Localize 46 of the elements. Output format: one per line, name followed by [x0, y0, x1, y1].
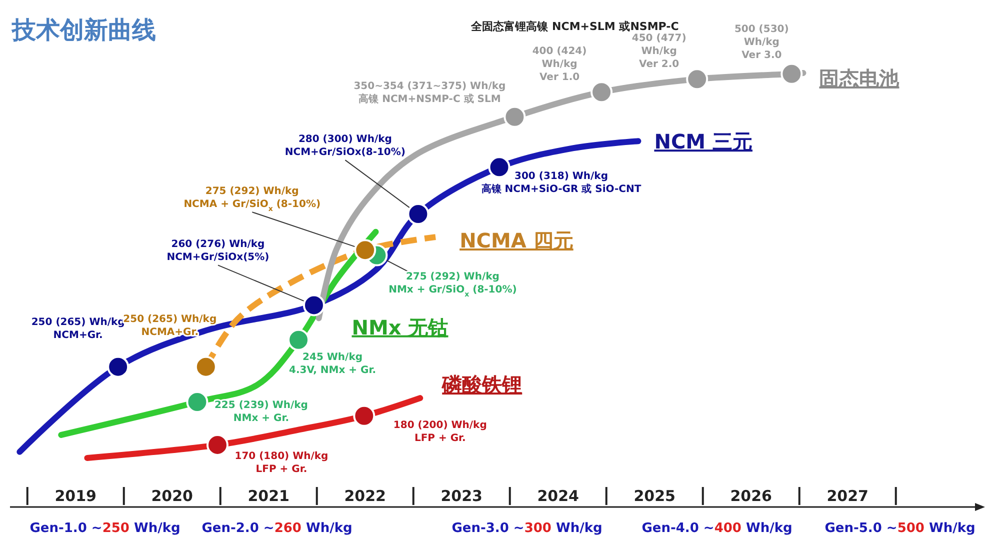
x-tick-label: 2025: [634, 487, 676, 505]
annotation: 450 (477) Wh/kg Ver 2.0: [632, 33, 686, 70]
annotation: 225 (239) Wh/kg NMx + Gr.: [214, 400, 308, 424]
x-tick-label: 2024: [537, 487, 579, 505]
series-label: NMx 无钴: [352, 315, 448, 340]
series-label: NCM 三元: [654, 130, 752, 154]
annotation: 300 (318) Wh/kg 高镍 NCM+SiO-GR 或 SiO-CNT: [481, 171, 642, 196]
x-tick-label: 2022: [344, 487, 386, 505]
annotation: 275 (292) Wh/kg NCMA + Gr/SiO$_{x}$ (8-10%): [184, 186, 321, 214]
point: [686, 68, 708, 90]
point: [353, 404, 376, 427]
point: [504, 106, 526, 128]
point: [194, 356, 217, 378]
x-tick-label: 2021: [248, 487, 290, 505]
x-tick-label: 2027: [826, 487, 868, 505]
annotation: 250 (265) Wh/kg NCM+Gr.: [31, 316, 125, 341]
x-tick-label: 2026: [730, 487, 772, 505]
series-label: 固态电池: [819, 66, 900, 90]
text: Gen-4.0 ~400 Wh/kg: [642, 521, 792, 536]
annotation: 350~354 (371~375) Wh/kg 高镍 NCM+NSMP-C 或 SLM: [354, 80, 506, 105]
series-label: 磷酸铁锂: [441, 372, 522, 397]
point: [107, 356, 130, 378]
series-label: NCMA 四元: [460, 228, 574, 253]
point: [354, 239, 376, 262]
annotation: 275 (292) Wh/kg NMx + Gr/SiO$_{x}$ (8-10%): [388, 271, 517, 298]
x-tick-label: 2023: [440, 487, 482, 505]
annotation: 280 (300) Wh/kg NCM+Gr/SiOx(8-10%): [284, 134, 406, 158]
point: [302, 294, 325, 316]
chart-title: 技术创新曲线: [11, 16, 156, 44]
text: 全固态富锂高镍 NCM+SLM 或NSMP-C: [470, 20, 679, 33]
annotation: 400 (424) Wh/kg Ver 1.0: [532, 46, 587, 84]
annotation: 245 Wh/kg 4.3V, NMx + Gr.: [288, 352, 376, 376]
text: Gen-1.0 ~250 Wh/kg: [30, 521, 180, 536]
point: [590, 81, 613, 104]
x-tick-label: 2020: [151, 487, 193, 505]
point: [488, 156, 510, 178]
point: [407, 203, 430, 226]
text: Gen-3.0 ~300 Wh/kg: [452, 521, 602, 536]
text: Gen-5.0 ~500 Wh/kg: [824, 521, 976, 536]
text: Gen-2.0 ~260 Wh/kg: [202, 521, 352, 536]
annotation: 180 (200) Wh/kg LFP + Gr.: [393, 420, 487, 444]
annotation: 170 (180) Wh/kg LFP + Gr.: [234, 450, 328, 475]
point: [780, 62, 803, 85]
annotation: 260 (276) Wh/kg NCM+Gr/SiOx(5%): [166, 239, 270, 264]
x-tick-label: 2019: [54, 487, 96, 505]
annotation: 500 (530) Wh/kg Ver 3.0: [734, 24, 789, 61]
